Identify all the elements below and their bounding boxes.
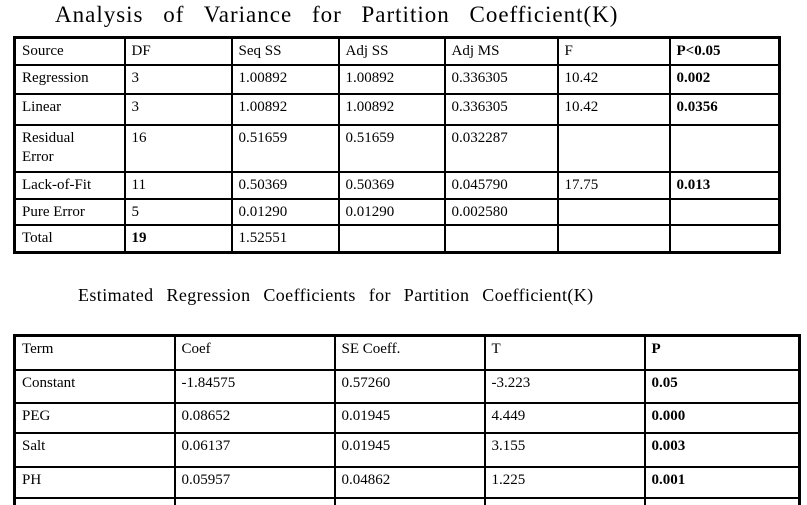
cell [333,496,486,505]
cell: 4.449 [483,401,646,434]
table-row-residual-error: Residual Error 16 0.51659 0.51659 0.0322… [13,123,781,173]
cell: 11 [123,170,233,200]
coeff-header-row: Term Coef SE Coeff. T P [13,334,801,371]
cell: 0.01290 [230,197,340,226]
column-header-coef: Coef [173,334,336,371]
cell: -3.223 [483,368,646,404]
cell: 0.51659 [337,123,446,173]
column-header-term: Term [13,334,176,371]
column-header-adj-ms: Adj MS [443,36,559,66]
column-header-t: T [483,334,646,371]
table-row-constant: Constant -1.84575 0.57260 -3.223 0.05 [13,368,801,404]
table-row-peg: PEG 0.08652 0.01945 4.449 0.000 [13,401,801,434]
cell: 0.336305 [443,92,559,126]
cell: Total [13,223,126,254]
cell: Linear [13,92,126,126]
cell [13,496,176,505]
cell-p-value: 0.001 [643,465,801,499]
column-header-adj-ss: Adj SS [337,36,446,66]
table-row-salt: Salt 0.06137 0.01945 3.155 0.003 [13,431,801,468]
cell-p-value [668,223,781,254]
cell: Salt [13,431,176,468]
column-header-source: Source [13,36,126,66]
cell: 10.42 [556,63,671,95]
anova-table: Source DF Seq SS Adj SS Adj MS F P<0.05 … [13,36,781,254]
cell: 0.336305 [443,63,559,95]
column-header-df: DF [123,36,233,66]
cell-p-value: 0.002 [668,63,781,95]
cell: Constant [13,368,176,404]
column-header-f: F [556,36,671,66]
cell [556,123,671,173]
cell: 3 [123,63,233,95]
cell: Pure Error [13,197,126,226]
column-header-p: P [643,334,801,371]
cell [443,223,559,254]
anova-table-title: Analysis of Variance for Partition Coeff… [55,2,619,27]
cell [483,496,646,505]
cell: 0.01945 [333,401,486,434]
cell: 0.01290 [337,197,446,226]
cell [643,496,801,505]
regression-coefficients-table: Term Coef SE Coeff. T P Constant -1.8457… [13,334,801,505]
cell: 0.57260 [333,368,486,404]
cell: 19 [123,223,233,254]
cell [337,223,446,254]
cell: 0.01945 [333,431,486,468]
cell [556,223,671,254]
column-header-seq-ss: Seq SS [230,36,340,66]
cell: 1.52551 [230,223,340,254]
table-row-clipped [13,496,801,505]
cell-p-value [668,123,781,173]
table-row-lack-of-fit: Lack-of-Fit 11 0.50369 0.50369 0.045790 … [13,170,781,200]
cell: 1.00892 [337,63,446,95]
cell: -1.84575 [173,368,336,404]
cell-p-value: 0.013 [668,170,781,200]
cell: 1.00892 [230,92,340,126]
cell: PEG [13,401,176,434]
table-row-regression: Regression 3 1.00892 1.00892 0.336305 10… [13,63,781,95]
cell-p-value [668,197,781,226]
regression-table-title: Estimated Regression Coefficients for Pa… [78,285,594,305]
cell: 3.155 [483,431,646,468]
table-row-linear: Linear 3 1.00892 1.00892 0.336305 10.42 … [13,92,781,126]
cell: 17.75 [556,170,671,200]
cell: Residual Error [13,123,126,173]
cell-p-value: 0.000 [643,401,801,434]
cell: 0.05957 [173,465,336,499]
column-header-p: P<0.05 [668,36,781,66]
cell: Lack-of-Fit [13,170,126,200]
cell: 16 [123,123,233,173]
table-row-pure-error: Pure Error 5 0.01290 0.01290 0.002580 [13,197,781,226]
cell: 0.04862 [333,465,486,499]
cell: 0.002580 [443,197,559,226]
cell: 1.00892 [230,63,340,95]
cell: 10.42 [556,92,671,126]
cell [173,496,336,505]
cell: 0.50369 [230,170,340,200]
cell-p-value: 0.0356 [668,92,781,126]
cell-p-value: 0.05 [643,368,801,404]
cell: 0.50369 [337,170,446,200]
cell: 0.032287 [443,123,559,173]
cell [556,197,671,226]
cell-p-value: 0.003 [643,431,801,468]
cell: 0.08652 [173,401,336,434]
table-row-total: Total 19 1.52551 [13,223,781,254]
cell: 5 [123,197,233,226]
cell: 0.51659 [230,123,340,173]
cell: PH [13,465,176,499]
cell: 1.225 [483,465,646,499]
cell: 0.06137 [173,431,336,468]
anova-header-row: Source DF Seq SS Adj SS Adj MS F P<0.05 [13,36,781,66]
cell: 1.00892 [337,92,446,126]
cell: Regression [13,63,126,95]
table-row-ph: PH 0.05957 0.04862 1.225 0.001 [13,465,801,499]
column-header-se-coeff: SE Coeff. [333,334,486,371]
cell: 0.045790 [443,170,559,200]
cell: 3 [123,92,233,126]
